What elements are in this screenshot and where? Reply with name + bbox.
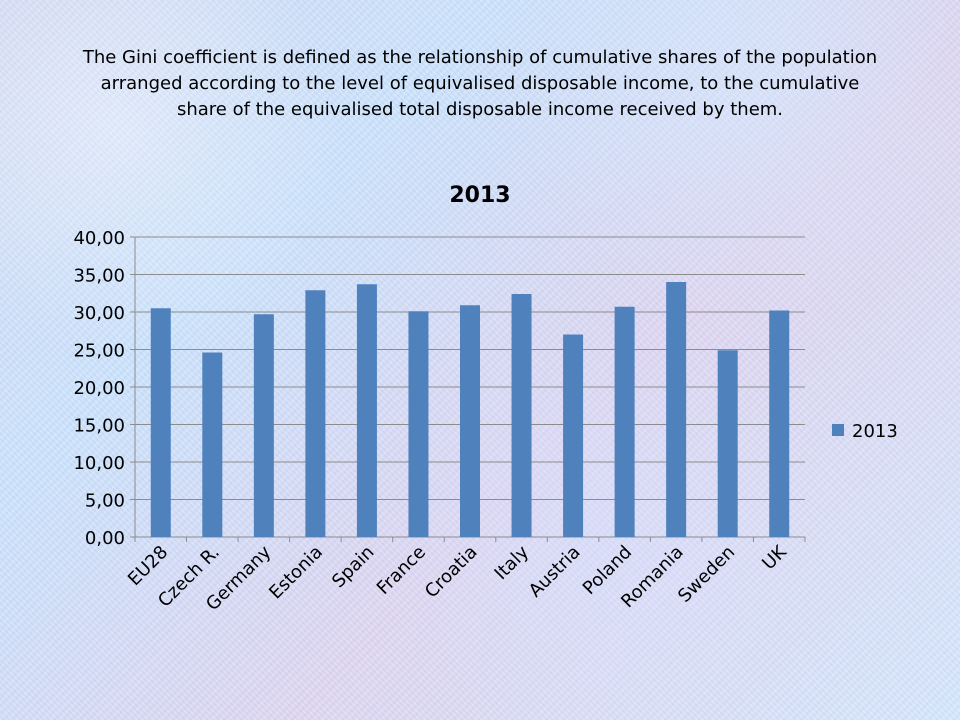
bar [614,306,635,537]
chart-title: 2013 [449,183,510,208]
bar [666,282,687,537]
bar [717,350,738,537]
x-tick-label: EU28 [124,542,172,590]
bar [150,308,171,537]
y-tick-label: 40,00 [73,228,125,249]
y-tick-label: 15,00 [73,416,125,437]
bar [305,290,326,537]
x-tick-label: France [373,542,430,599]
x-tick-label: Estonia [265,542,327,604]
bar [563,334,584,537]
y-tick-label: 30,00 [73,303,125,324]
bar [460,305,480,537]
legend-label: 2013 [852,421,898,442]
y-tick-label: 20,00 [73,378,125,399]
x-tick-label: Austria [525,542,585,602]
x-tick-label: UK [758,541,791,574]
legend-swatch [832,424,844,436]
y-tick-label: 35,00 [73,266,125,287]
bar [769,310,790,537]
bar [356,284,377,537]
slide-heading: The Gini coefficient is defined as the r… [82,47,878,120]
y-tick-label: 10,00 [73,453,125,474]
bar [202,352,223,537]
bar [511,294,532,537]
bar [408,311,429,537]
x-tick-label: Sweden [674,542,739,607]
x-tick-label: Spain [328,542,378,592]
y-tick-label: 0,00 [85,528,125,549]
y-tick-label: 5,00 [85,491,125,512]
x-tick-label: Italy [491,541,534,584]
bar [253,314,274,537]
x-tick-label: Croatia [421,542,482,603]
y-tick-label: 25,00 [73,341,125,362]
